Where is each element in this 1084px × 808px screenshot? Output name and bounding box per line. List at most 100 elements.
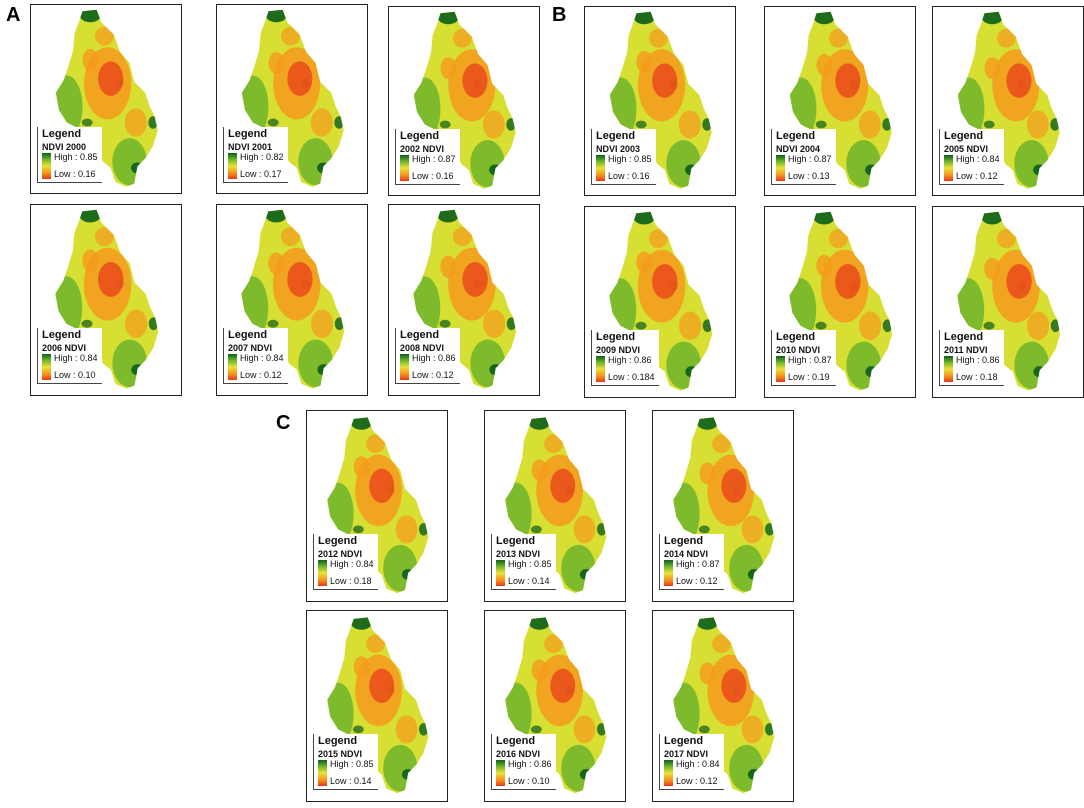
high-ndvi-zone <box>439 319 451 328</box>
legend-high-value: High : 0.87 <box>788 354 832 365</box>
low-ndvi-zone <box>369 468 395 503</box>
high-ndvi-zone <box>530 525 542 534</box>
low-ndvi-zone <box>699 662 716 685</box>
legend-ramp-row: High : 0.84 Low : 0.18 <box>318 559 374 586</box>
ndvi-map-panel: Legend 2015 NDVI High : 0.85 Low : 0.14 <box>306 610 448 802</box>
low-ndvi-zone <box>859 311 882 340</box>
low-ndvi-zone <box>699 462 716 485</box>
legend-high-value: High : 0.84 <box>956 153 1000 164</box>
low-ndvi-zone <box>440 57 457 80</box>
ndvi-map <box>789 11 892 189</box>
color-ramp <box>944 154 953 181</box>
high-ndvi-zone <box>666 341 702 390</box>
legend-title: Legend <box>400 130 440 142</box>
high-ndvi-zone <box>815 321 827 330</box>
high-ndvi-zone <box>698 725 710 734</box>
legend-layer-name: 2009 NDVI <box>596 344 641 355</box>
legend-layer-name: NDVI 2003 <box>596 143 641 154</box>
high-ndvi-zone <box>419 523 429 536</box>
legend-layer-name: NDVI 2004 <box>776 143 821 154</box>
legend-layer-name: 2012 NDVI <box>318 548 363 559</box>
high-ndvi-zone <box>350 417 373 430</box>
high-ndvi-zone <box>1050 319 1061 333</box>
high-ndvi-zone <box>696 417 719 430</box>
ndvi-map-panel: Legend 2011 NDVI High : 0.86 Low : 0.18 <box>932 206 1084 398</box>
low-ndvi-zone <box>287 262 313 297</box>
low-ndvi-zone <box>984 57 1001 80</box>
legend-low-value: Low : 0.16 <box>608 170 650 181</box>
legend-values: High : 0.85 Low : 0.16 <box>608 153 652 181</box>
ndvi-map-panel: Legend NDVI 2001 High : 0.82 Low : 0.17 <box>216 4 368 194</box>
high-ndvi-zone <box>350 617 373 630</box>
ndvi-map <box>609 211 713 391</box>
legend-ramp-row: High : 0.85 Low : 0.14 <box>318 759 374 786</box>
ndvi-map <box>413 11 516 189</box>
high-ndvi-zone <box>334 116 344 129</box>
high-ndvi-zone <box>765 523 775 536</box>
high-ndvi-zone <box>352 725 364 734</box>
map-legend: Legend 2011 NDVI High : 0.86 Low : 0.18 <box>939 330 1004 386</box>
color-ramp <box>42 152 51 179</box>
color-ramp <box>400 353 409 380</box>
high-ndvi-zone <box>1014 341 1050 390</box>
section-label-a: A <box>6 4 21 26</box>
high-ndvi-zone <box>815 120 827 129</box>
high-ndvi-zone <box>729 544 764 592</box>
legend-high-value: High : 0.86 <box>956 354 1000 365</box>
low-ndvi-zone <box>280 227 300 247</box>
low-ndvi-zone <box>652 264 678 299</box>
legend-low-value: Low : 0.17 <box>240 168 282 179</box>
ndvi-map <box>327 617 429 794</box>
ndvi-map-panel: Legend 2016 NDVI High : 0.86 Low : 0.10 <box>484 610 626 802</box>
low-ndvi-zone <box>366 434 385 454</box>
legend-layer-name: 2005 NDVI <box>944 143 989 154</box>
low-ndvi-zone <box>124 108 147 137</box>
legend-layer-name: 2013 NDVI <box>496 548 541 559</box>
high-ndvi-zone <box>765 723 775 736</box>
low-ndvi-zone <box>531 659 548 682</box>
map-legend: Legend 2016 NDVI High : 0.86 Low : 0.10 <box>491 734 556 790</box>
ndvi-map-panel: Legend 2010 NDVI High : 0.87 Low : 0.19 <box>764 206 916 398</box>
high-ndvi-zone <box>633 211 656 225</box>
legend-high-value: High : 0.87 <box>788 153 832 164</box>
color-ramp <box>664 559 673 586</box>
high-ndvi-zone <box>79 209 102 223</box>
map-legend: Legend 2010 NDVI High : 0.87 Low : 0.19 <box>771 330 836 386</box>
color-ramp <box>318 759 327 786</box>
map-legend: Legend 2007 NDVI High : 0.84 Low : 0.12 <box>223 328 288 384</box>
high-ndvi-zone <box>267 319 279 328</box>
low-ndvi-zone <box>544 634 563 654</box>
high-ndvi-zone <box>597 723 607 736</box>
high-ndvi-zone <box>882 319 893 333</box>
legend-layer-name: 2002 NDVI <box>400 143 445 154</box>
map-legend: Legend 2013 NDVI High : 0.85 Low : 0.14 <box>491 534 556 590</box>
ndvi-map-panel: Legend 2009 NDVI High : 0.86 Low : 0.184 <box>584 206 736 398</box>
high-ndvi-zone <box>489 364 502 376</box>
high-ndvi-zone <box>981 11 1004 25</box>
legend-ramp-row: High : 0.86 Low : 0.12 <box>400 353 456 380</box>
legend-low-value: Low : 0.14 <box>330 775 372 786</box>
color-ramp <box>664 759 673 786</box>
map-legend: Legend NDVI 2003 High : 0.85 Low : 0.16 <box>591 129 656 185</box>
legend-ramp-row: High : 0.85 Low : 0.16 <box>42 152 98 179</box>
legend-high-value: High : 0.84 <box>676 758 720 769</box>
high-ndvi-zone <box>579 569 593 580</box>
low-ndvi-zone <box>310 108 333 137</box>
high-ndvi-zone <box>983 120 995 129</box>
ndvi-map-panel: Legend 2005 NDVI High : 0.84 Low : 0.12 <box>932 6 1084 196</box>
ndvi-map-panel: Legend 2014 NDVI High : 0.87 Low : 0.12 <box>652 410 794 602</box>
low-ndvi-zone <box>353 456 370 478</box>
legend-ramp-row: High : 0.86 Low : 0.18 <box>944 354 1000 382</box>
legend-layer-name: 2011 NDVI <box>944 344 988 355</box>
legend-values: High : 0.86 Low : 0.184 <box>608 355 655 382</box>
legend-ramp-row: High : 0.82 Low : 0.17 <box>228 152 284 179</box>
ndvi-map-panel: Legend 2013 NDVI High : 0.85 Low : 0.14 <box>484 410 626 602</box>
legend-low-value: Low : 0.13 <box>788 170 830 181</box>
low-ndvi-zone <box>82 249 99 272</box>
ndvi-map-panel: Legend 2008 NDVI High : 0.86 Low : 0.12 <box>388 204 540 396</box>
legend-values: High : 0.85 Low : 0.14 <box>508 559 552 586</box>
legend-title: Legend <box>228 329 268 341</box>
legend-layer-name: 2007 NDVI <box>228 342 273 353</box>
legend-layer-name: 2008 NDVI <box>400 342 445 353</box>
legend-high-value: High : 0.85 <box>608 153 652 164</box>
